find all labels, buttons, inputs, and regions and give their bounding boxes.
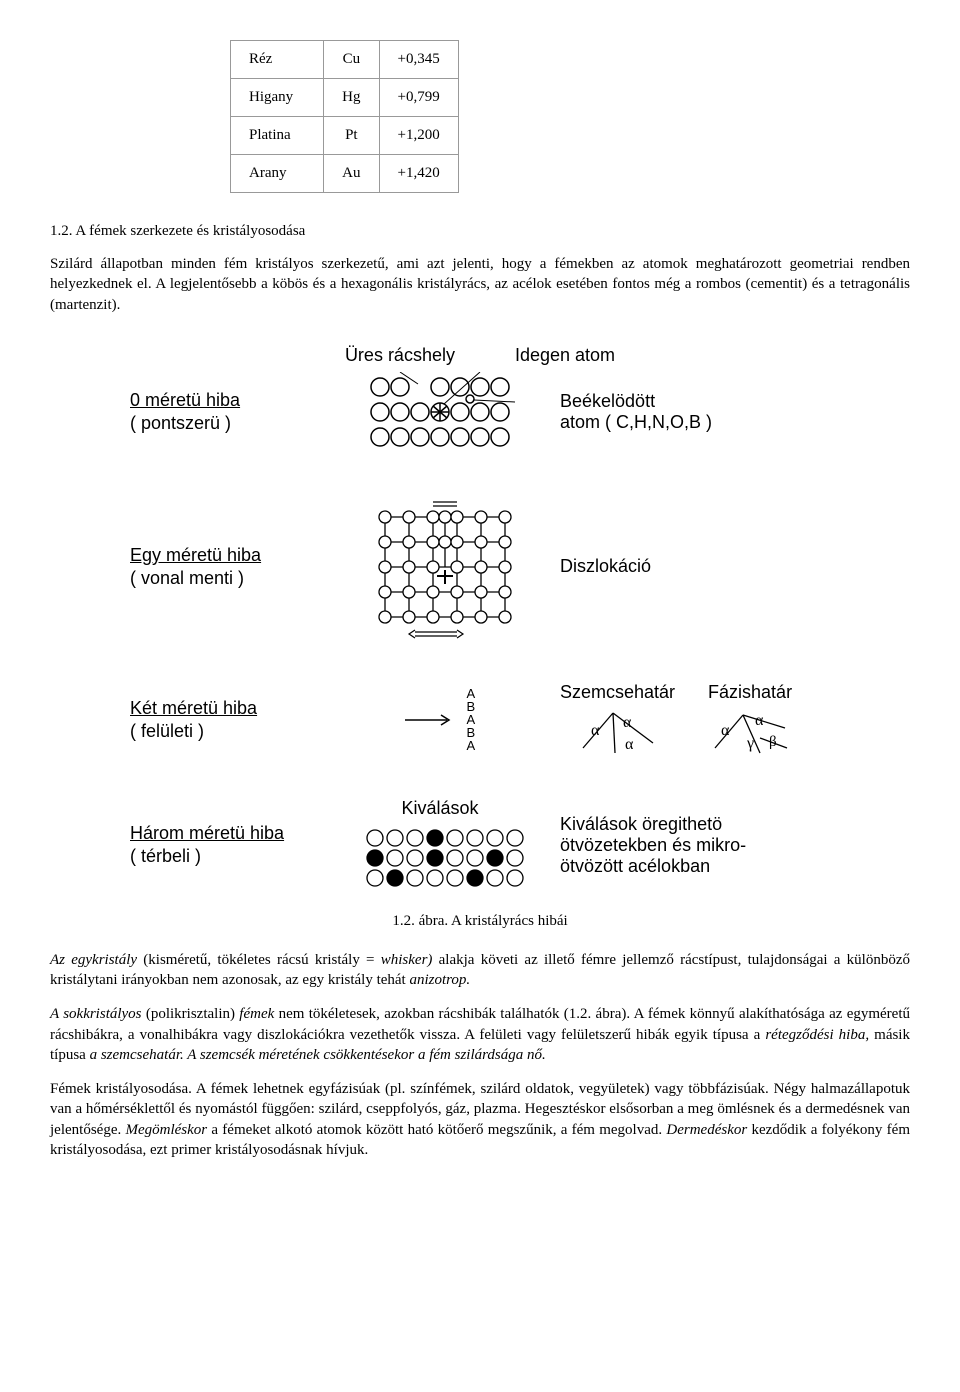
svg-text:α: α [755, 712, 764, 729]
text: (polikrisztalin) [142, 1006, 240, 1022]
abab-stack: ABABA [467, 687, 476, 752]
label-kivalasok-3: ötvözött acélokban [560, 856, 710, 876]
label-beekelodott-1: Beékelödött [560, 391, 655, 411]
paragraph-1: Szilárd állapotban minden fém kristályos… [50, 254, 910, 315]
term-whisker: whisker) [381, 952, 433, 968]
svg-text:β: β [769, 734, 777, 750]
cell-symbol: Pt [324, 117, 379, 155]
defect-1-sub: ( vonal menti ) [130, 568, 244, 588]
label-idegen-atom: Idegen atom [515, 345, 615, 366]
cell-value: +0,799 [379, 79, 458, 117]
paragraph-3: A sokkristályos (polikrisztalin) fémek n… [50, 1004, 910, 1065]
figure-caption: 1.2. ábra. A kristályrács hibái [50, 913, 910, 930]
cell-value: +1,200 [379, 117, 458, 155]
label-kivalasok-1: Kiválások öregithetö [560, 814, 722, 834]
defect-2-sub: ( felületi ) [130, 721, 204, 741]
dislocation-icon [355, 492, 525, 642]
defect-0-sub: ( pontszerü ) [130, 413, 231, 433]
paragraph-2: Az egykristály (kisméretű, tökéletes rác… [50, 950, 910, 991]
label-fazishatar: Fázishatár [705, 682, 795, 703]
defect-3-sub: ( térbeli ) [130, 846, 201, 866]
precipitate-icon [355, 823, 525, 893]
label-kivalasok-2: ötvözetekben és mikro- [560, 835, 746, 855]
cell-value: +1,420 [379, 155, 458, 193]
cell-name: Higany [231, 79, 324, 117]
term-szemcsehatar: a szemcsehatár. A szemcsék méretének csö… [90, 1047, 546, 1063]
cell-symbol: Au [324, 155, 379, 193]
table-row: Arany Au +1,420 [231, 155, 459, 193]
term-egykristaly: Az egykristály [50, 952, 137, 968]
label-kivalasok: Kiválások [330, 798, 550, 819]
cell-name: Réz [231, 41, 324, 79]
text: (kisméretű, tökéletes rácsú kristály = [137, 952, 381, 968]
section-title: 1.2. A fémek szerkezete és kristályosodá… [50, 223, 910, 240]
text: a fémeket alkotó atomok között ható kötő… [207, 1122, 666, 1138]
term-sokkristalyos: A sokkristályos [50, 1006, 142, 1022]
defect-1-title: Egy méretü hiba [130, 545, 261, 566]
svg-text:α: α [721, 722, 730, 739]
paragraph-4: Fémek kristályosodása. A fémek lehetnek … [50, 1079, 910, 1160]
label-ures-racshely: Üres rácshely [345, 345, 455, 366]
svg-text:α: α [591, 722, 600, 739]
svg-text:α: α [625, 736, 634, 753]
label-szemcsehatar: Szemcsehatár [560, 682, 675, 703]
crystal-defects-diagram: Üres rácshely Idegen atom 0 méretü hiba … [130, 345, 830, 893]
term-megomleskor: Megömléskor [125, 1122, 207, 1138]
defect-2-title: Két méretü hiba [130, 698, 257, 719]
grain-boundary-icon: α α α [573, 703, 663, 758]
label-beekelodott-2: atom ( C,H,N,O,B ) [560, 412, 712, 432]
point-defect-icon [340, 372, 540, 452]
label-diszlokacio: Diszlokáció [560, 556, 651, 576]
term-dermedeskor: Dermedéskor [666, 1122, 747, 1138]
cell-value: +0,345 [379, 41, 458, 79]
term-retegzodesi: rétegződési hiba, [765, 1027, 869, 1043]
defect-0-title: 0 méretü hiba [130, 390, 240, 411]
cell-symbol: Cu [324, 41, 379, 79]
elements-table: Réz Cu +0,345 Higany Hg +0,799 Platina P… [230, 40, 459, 193]
table-row: Platina Pt +1,200 [231, 117, 459, 155]
term-anizotrop: anizotrop. [409, 972, 470, 988]
defect-3-title: Három méretü hiba [130, 823, 284, 844]
svg-text:γ: γ [746, 735, 754, 752]
cell-name: Platina [231, 117, 324, 155]
cell-symbol: Hg [324, 79, 379, 117]
phase-boundary-icon: α α γ β [705, 703, 795, 758]
cell-name: Arany [231, 155, 324, 193]
arrow-right-icon [405, 713, 455, 727]
term-femek: fémek [239, 1006, 274, 1022]
table-row: Higany Hg +0,799 [231, 79, 459, 117]
svg-text:α: α [623, 714, 632, 731]
table-row: Réz Cu +0,345 [231, 41, 459, 79]
